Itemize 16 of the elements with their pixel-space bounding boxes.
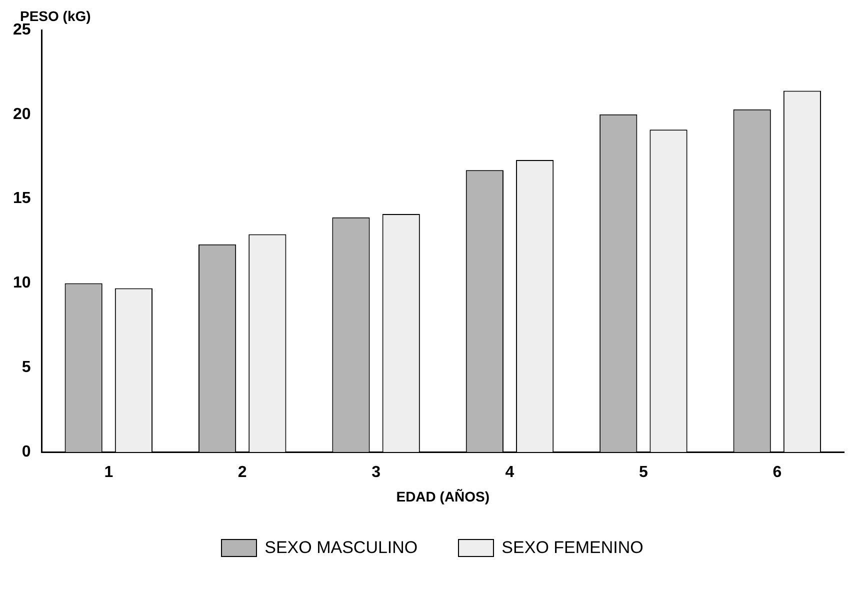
legend-label: SEXO FEMENINO xyxy=(502,538,644,558)
x-tick-label: 1 xyxy=(104,464,114,482)
y-tick-label: 5 xyxy=(22,359,31,376)
y-tick-label: 20 xyxy=(13,106,31,123)
x-axis-title: EDAD (AÑOS) xyxy=(396,488,490,504)
y-tick-label: 15 xyxy=(13,190,31,208)
y-tick-label: 0 xyxy=(22,443,31,460)
y-tick-label: 10 xyxy=(13,274,31,292)
x-tick-label: 6 xyxy=(772,464,782,482)
y-tick-label: 25 xyxy=(13,21,31,38)
legend-label: SEXO MASCULINO xyxy=(264,538,418,558)
x-tick-label: 4 xyxy=(505,464,514,482)
x-tick-label: 5 xyxy=(638,464,648,482)
x-tick-label: 2 xyxy=(238,464,247,482)
x-tick-label: 3 xyxy=(372,464,381,482)
y-axis-title: PESO (kG) xyxy=(20,8,91,24)
